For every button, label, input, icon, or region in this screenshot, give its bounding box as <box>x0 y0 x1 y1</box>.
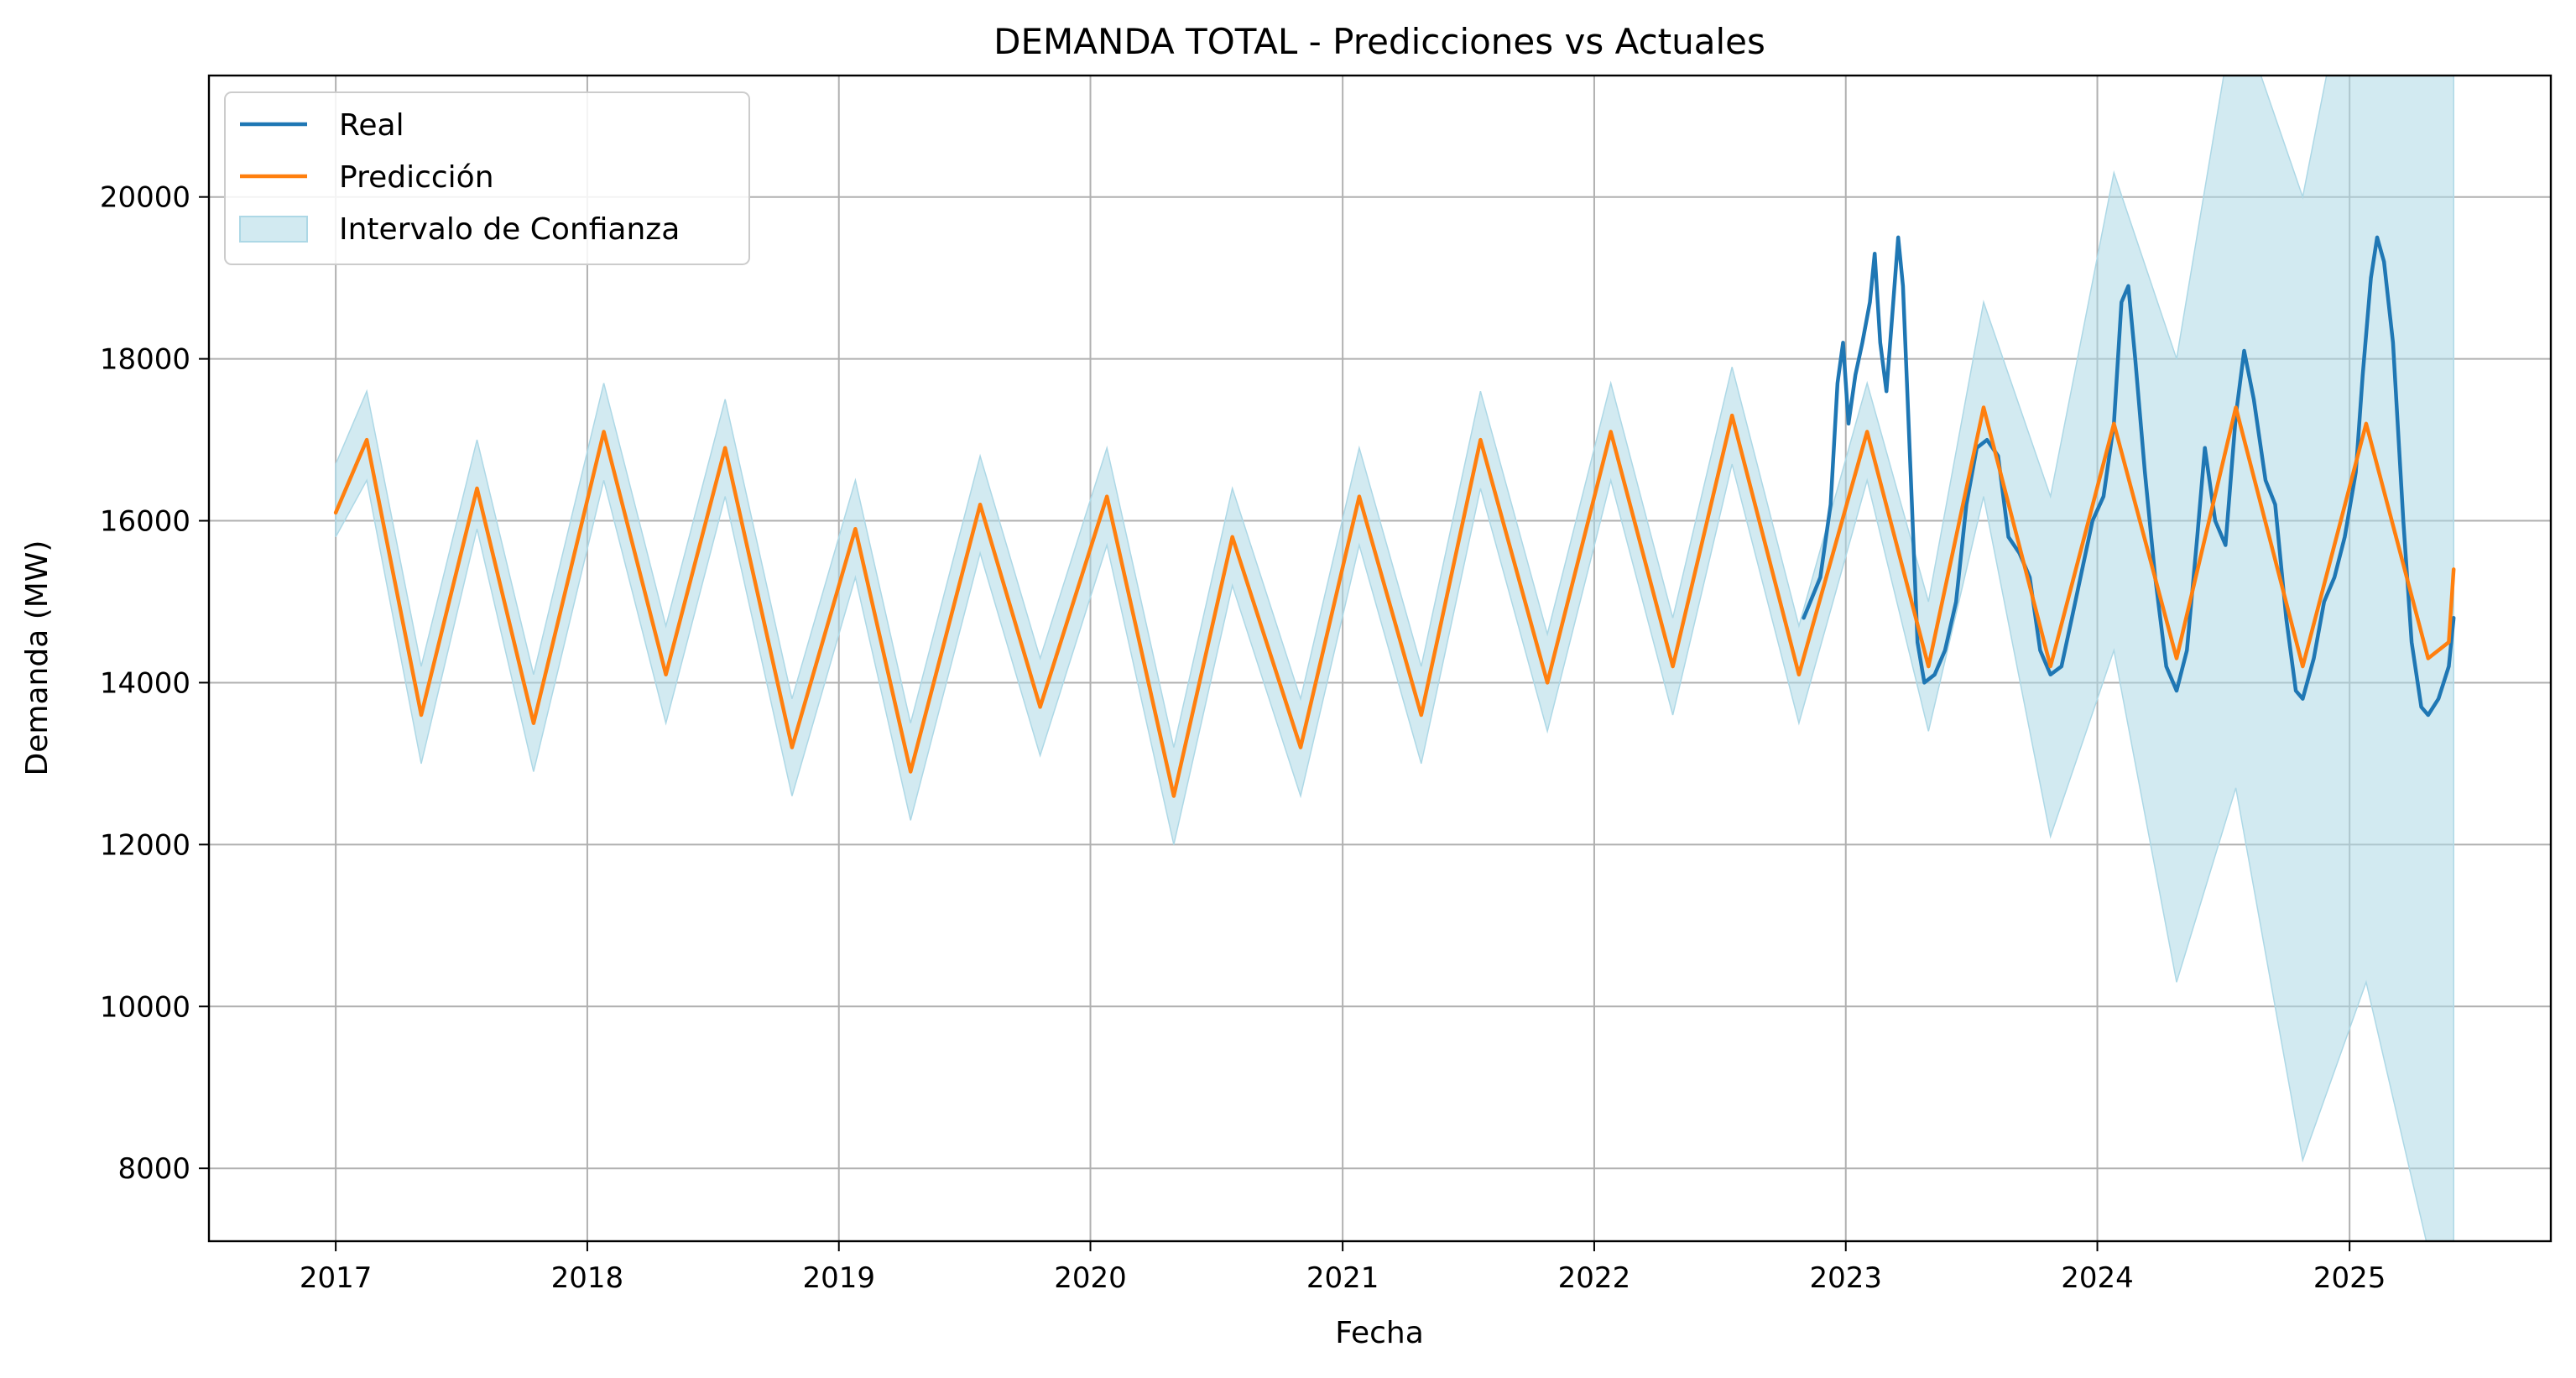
y-tick-label: 12000 <box>100 828 190 862</box>
x-tick-label: 2022 <box>1558 1261 1631 1295</box>
prediction-series-line <box>333 405 2456 798</box>
real-series-line <box>1802 235 2456 718</box>
plot-frame <box>207 74 2553 1243</box>
legend-box <box>224 91 750 265</box>
legend-prediction-label: Predicción <box>339 160 494 195</box>
legend-band-label: Intervalo de Confianza <box>339 212 680 247</box>
y-tick-label: 8000 <box>117 1152 190 1186</box>
x-tick-label: 2025 <box>2313 1261 2386 1295</box>
x-tick-label: 2018 <box>551 1261 624 1295</box>
x-tick-label: 2021 <box>1306 1261 1379 1295</box>
x-tick-label: 2024 <box>2061 1261 2134 1295</box>
y-axis-label: Demanda (MW) <box>20 540 55 776</box>
chart-title: DEMANDA TOTAL - Predicciones vs Actuales <box>993 21 1765 62</box>
y-axis-ticks: 8000 10000 12000 14000 16000 18000 20000 <box>100 181 209 1186</box>
y-tick-label: 16000 <box>100 505 190 539</box>
confidence-band-layer <box>335 76 2454 1241</box>
legend: Real Predicción Intervalo de Confianza <box>224 91 750 265</box>
legend-band-swatch <box>239 216 308 243</box>
y-tick-label: 20000 <box>100 181 190 215</box>
x-tick-label: 2019 <box>802 1261 875 1295</box>
y-tick-label: 14000 <box>100 666 190 700</box>
x-axis-ticks: 2017 2018 2019 2020 2021 2022 2023 2024 2025 <box>300 1241 2386 1295</box>
x-tick-label: 2017 <box>300 1261 373 1295</box>
legend-real-label: Real <box>339 108 404 143</box>
x-tick-label: 2023 <box>1809 1261 1882 1295</box>
y-tick-label: 18000 <box>100 343 190 377</box>
x-tick-label: 2020 <box>1054 1261 1127 1295</box>
x-axis-label: Fecha <box>1335 1316 1424 1350</box>
y-tick-label: 10000 <box>100 990 190 1024</box>
confidence-interval-band <box>335 76 2454 1241</box>
series-layer <box>333 235 2456 798</box>
